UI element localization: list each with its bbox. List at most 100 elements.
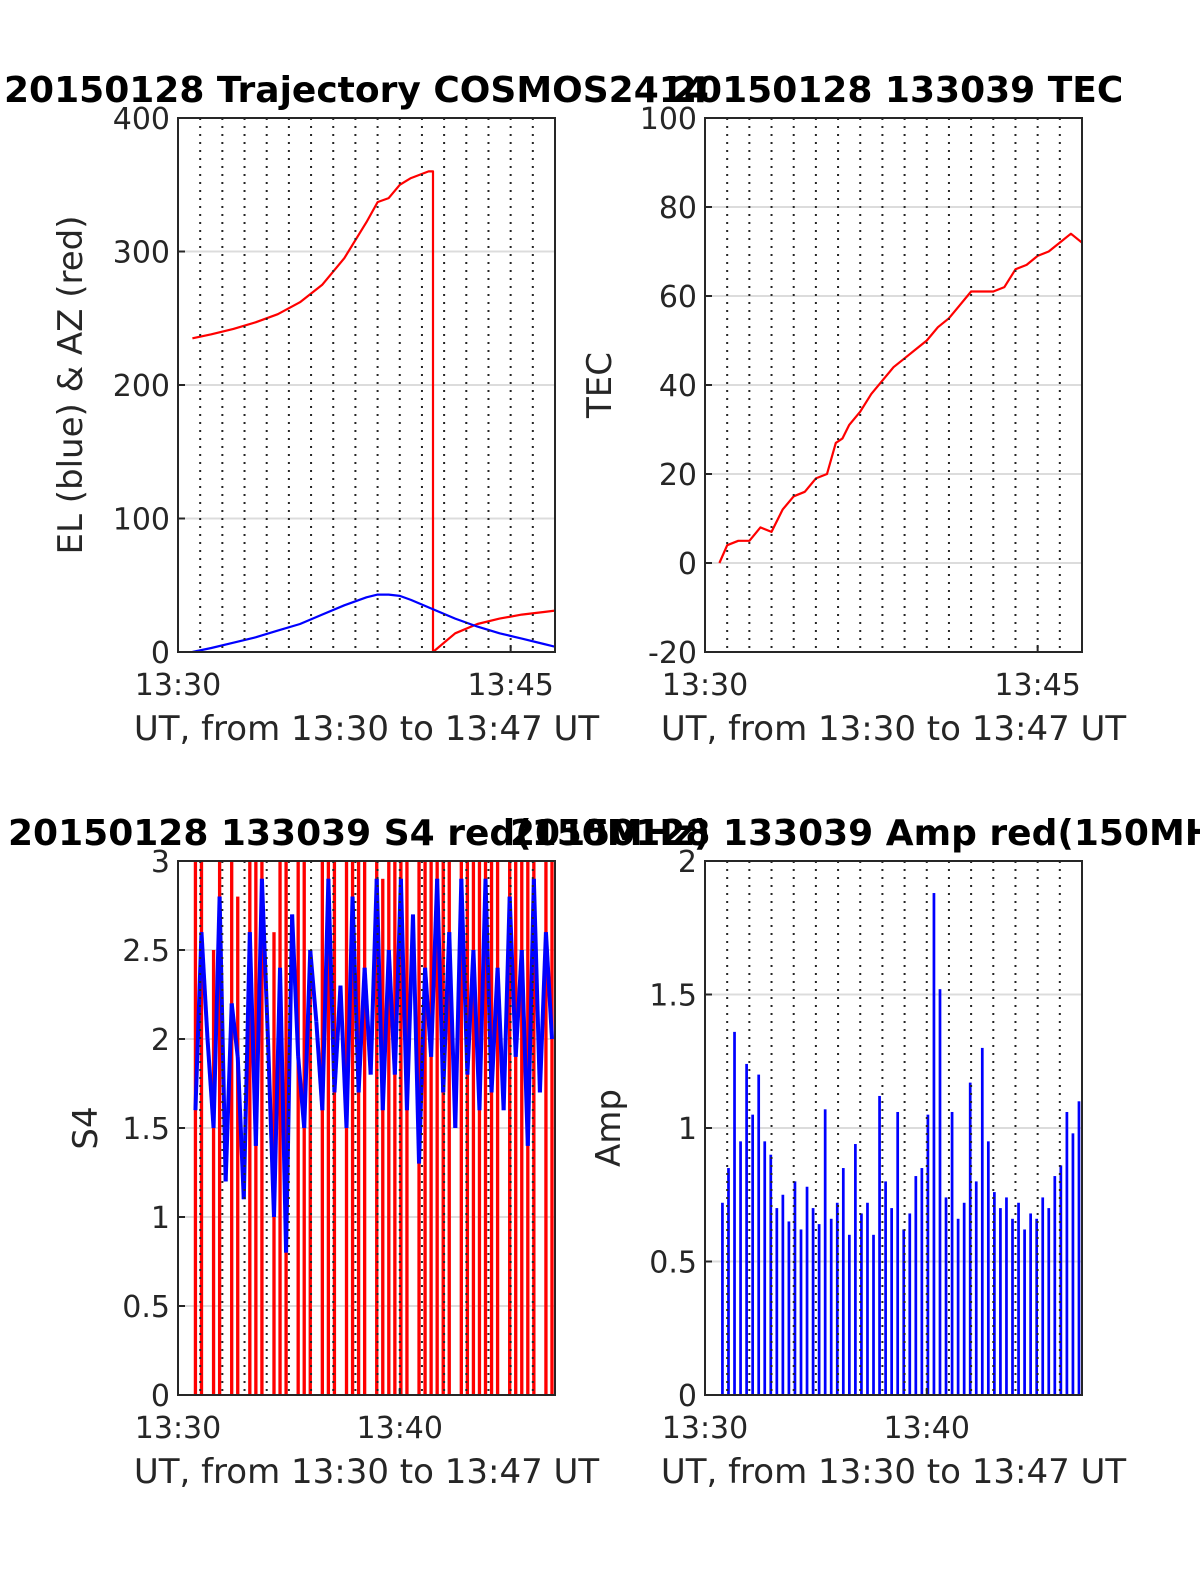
bar-red bbox=[495, 861, 500, 1395]
y-tick-label: 0 bbox=[151, 1379, 170, 1414]
bar-red bbox=[447, 861, 451, 1395]
y-tick-label: 20 bbox=[659, 458, 697, 493]
bar-red bbox=[387, 861, 391, 1395]
bar-red bbox=[423, 861, 427, 1395]
bar-blue bbox=[866, 1202, 869, 1395]
x-axis-label: UT, from 13:30 to 13:47 UT bbox=[134, 709, 600, 749]
y-tick-label: 1 bbox=[678, 1112, 697, 1147]
plot-area bbox=[193, 861, 554, 1395]
bar-blue bbox=[1059, 1165, 1063, 1395]
bar-blue bbox=[950, 1111, 954, 1395]
chart-title: 20150128 133039 Amp red(150MHz) bbox=[510, 813, 1200, 854]
bar-blue bbox=[757, 1074, 761, 1395]
bar-red bbox=[429, 861, 433, 1395]
series-line-red bbox=[718, 232, 1082, 564]
bar-blue bbox=[878, 1095, 881, 1395]
bar-red bbox=[471, 861, 476, 1395]
series-segment-blue bbox=[477, 878, 488, 1111]
y-axis-label: S4 bbox=[66, 1106, 106, 1149]
bar-blue bbox=[908, 1213, 912, 1395]
x-axis-label: UT, from 13:30 to 13:47 UT bbox=[661, 1452, 1127, 1492]
bar-red bbox=[236, 896, 240, 1395]
y-tick-label: 200 bbox=[113, 369, 170, 404]
chart-title: 20150128 Trajectory COSMOS2414 bbox=[4, 70, 709, 111]
bar-blue bbox=[1035, 1218, 1039, 1395]
bar-blue bbox=[860, 1213, 863, 1395]
y-tick-label: 400 bbox=[113, 102, 170, 137]
y-tick-label: 2.5 bbox=[122, 934, 170, 969]
bar-blue bbox=[727, 1168, 730, 1395]
bar-blue bbox=[896, 1111, 900, 1395]
series-segment-blue bbox=[410, 914, 422, 1164]
bar-blue bbox=[926, 1114, 930, 1395]
bar-red bbox=[550, 861, 554, 1395]
bar-blue bbox=[938, 989, 942, 1395]
bar-blue bbox=[787, 1221, 791, 1395]
bar-red bbox=[381, 878, 385, 1395]
bar-blue bbox=[721, 1202, 724, 1395]
bar-blue bbox=[854, 1144, 857, 1395]
series-segment-blue bbox=[284, 914, 295, 1253]
bar-blue bbox=[805, 1186, 809, 1395]
y-tick-label: 60 bbox=[659, 280, 697, 315]
bar-blue bbox=[781, 1194, 785, 1395]
bar-blue bbox=[793, 1181, 797, 1395]
bar-blue bbox=[932, 893, 936, 1395]
series-line-blue bbox=[192, 593, 555, 652]
y-tick-label: 2 bbox=[678, 845, 697, 880]
y-tick-label: 100 bbox=[640, 102, 697, 137]
series-segment-blue bbox=[193, 932, 204, 1111]
x-tick-label: 13:45 bbox=[467, 668, 553, 703]
bar-red bbox=[326, 861, 331, 1395]
series-segment-blue bbox=[308, 949, 319, 1022]
bar-blue bbox=[835, 1202, 839, 1395]
series-segment-blue bbox=[241, 932, 252, 1200]
y-tick-label: 300 bbox=[113, 236, 170, 271]
x-tick-label: 13:40 bbox=[884, 1411, 970, 1446]
series-segment-blue bbox=[380, 949, 391, 1111]
y-tick-label: 80 bbox=[659, 191, 697, 226]
x-tick-label: 13:40 bbox=[357, 1411, 443, 1446]
bar-red bbox=[230, 861, 234, 1395]
bar-blue bbox=[956, 1218, 960, 1395]
series-segment-blue bbox=[537, 932, 548, 1093]
bar-red bbox=[296, 861, 300, 1395]
bar-blue bbox=[999, 1208, 1002, 1395]
series-segment-blue bbox=[320, 878, 331, 1111]
bar-red bbox=[217, 861, 222, 1395]
x-tick-label: 13:30 bbox=[135, 1411, 221, 1446]
bar-red bbox=[350, 861, 355, 1395]
bar-blue bbox=[823, 1109, 827, 1395]
bar-red bbox=[193, 861, 198, 1395]
bar-red bbox=[405, 861, 409, 1395]
y-tick-label: 0 bbox=[151, 636, 170, 671]
series-segment-blue bbox=[459, 878, 470, 1075]
bar-blue bbox=[847, 1234, 851, 1395]
series-segment-blue bbox=[290, 914, 301, 1057]
bar-blue bbox=[962, 1202, 966, 1395]
bar-red bbox=[465, 861, 470, 1395]
bar-blue bbox=[890, 1208, 894, 1395]
series-segment-blue bbox=[229, 1003, 240, 1058]
series-segment-blue bbox=[435, 878, 446, 1093]
y-tick-label: 2 bbox=[151, 1023, 170, 1058]
bar-blue bbox=[751, 1114, 755, 1395]
x-axis-label: UT, from 13:30 to 13:47 UT bbox=[661, 709, 1127, 749]
series-segment-blue bbox=[302, 949, 313, 1129]
bar-blue bbox=[1077, 1101, 1081, 1395]
bar-blue bbox=[763, 1141, 767, 1395]
chart-title: 20150128 133039 TEC bbox=[672, 70, 1123, 111]
series-segment-blue bbox=[483, 878, 494, 1093]
bar-red bbox=[399, 861, 403, 1395]
bar-blue bbox=[739, 1141, 742, 1395]
series-segment-blue bbox=[531, 878, 542, 1093]
bar-blue bbox=[986, 1141, 990, 1395]
bar-blue bbox=[1011, 1218, 1014, 1395]
bar-blue bbox=[902, 1229, 906, 1395]
y-tick-label: 40 bbox=[659, 369, 697, 404]
bar-red bbox=[260, 861, 264, 1395]
bar-red bbox=[375, 861, 379, 1395]
bar-red bbox=[483, 861, 488, 1395]
bar-red bbox=[356, 861, 361, 1395]
